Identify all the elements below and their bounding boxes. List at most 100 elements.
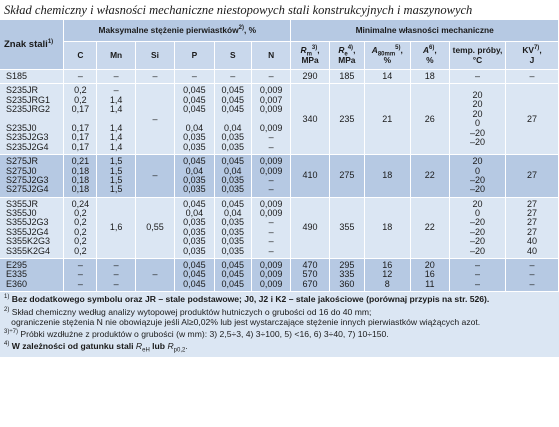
a80-cell-line: 18 — [382, 170, 393, 181]
kv-cell: 27 — [505, 84, 559, 156]
n-cell: 0,009 0,007 0,009 0,009– – — [251, 84, 292, 156]
mn-cell-line: 1,5 — [109, 184, 123, 195]
s-cell-line: 0,045 — [221, 94, 245, 105]
grade-cell-line: S235J0 — [6, 122, 37, 133]
a-cell-line: 11 — [425, 278, 435, 289]
a80-cell: 18 — [364, 197, 411, 260]
p-cell-line: 0,04 — [185, 122, 204, 133]
s-cell-line: 0,04 — [223, 208, 242, 219]
p-cell-line: 0,035 — [183, 184, 206, 195]
grade-cell-line: S355J2G3 — [6, 217, 49, 228]
si-cell: – — [135, 155, 176, 198]
c-cell-line: 0,2 — [74, 208, 87, 219]
c-cell-line: 0,18 — [71, 184, 90, 195]
a-cell: 22 — [410, 197, 450, 260]
kv-cell: – – – — [505, 259, 559, 293]
temp-cell-line: 20 — [472, 156, 483, 167]
n-cell-line: – — [268, 132, 274, 143]
s-cell-line: 0,035 — [221, 236, 245, 247]
p-cell-line: 0,045 — [183, 85, 206, 96]
re-cell-line: 355 — [339, 222, 355, 233]
mn-cell-line: 1,5 — [109, 156, 123, 167]
kv-cell-line: 40 — [526, 236, 537, 247]
s-cell-line: – — [230, 71, 236, 81]
re-cell-line: 295 — [339, 260, 355, 271]
temp-cell: – — [450, 70, 506, 85]
table-row: S275JR S275J0 S275J2G3 S275J2G4 0,21 0,18 0,18… — [0, 155, 559, 198]
grade-cell-line: E295 — [6, 260, 28, 271]
grade-cell-line: S185 — [6, 71, 28, 81]
temp-cell-line: – — [474, 269, 480, 280]
s-cell-line: 0,045 — [221, 85, 245, 96]
table-row: S185 – – – – – – 290 185 14 18 – – — [0, 70, 559, 85]
c-cell-line: 0,21 — [71, 156, 90, 167]
rm-cell: 470 570 670 — [291, 259, 330, 293]
a80-cell-line: 16 — [382, 260, 393, 271]
temp-cell-line: – — [474, 71, 480, 81]
re-cell: 235 — [329, 84, 365, 156]
kv-cell-line: – — [529, 269, 535, 280]
p-cell: 0,045 0,04 0,035 0,035 0,035 0,035 — [175, 197, 215, 260]
col-header-n: N — [251, 42, 292, 70]
col-header-c: C — [64, 42, 98, 70]
rm-cell: 410 — [291, 155, 330, 198]
temp-cell-line: 0 — [474, 165, 480, 176]
col-header-re: Re4), MPa — [329, 42, 365, 70]
s-cell: – — [214, 70, 252, 85]
table-row: E295 E335 E360– – – – – – –0,045 0,045 0,045 0,045 0… — [0, 259, 559, 293]
footnote-2: 2) Skład chemiczny według analizy wytopo… — [4, 306, 481, 327]
grade-cell-line: E360 — [6, 278, 28, 289]
c-cell-line: 0,17 — [71, 122, 90, 133]
s-cell-line: 0,045 — [221, 278, 245, 289]
p-cell-line: 0,035 — [183, 141, 206, 152]
kv-cell-line: – — [529, 278, 535, 289]
grade-cell-line: S275J2G4 — [6, 184, 49, 195]
re-cell-line: 275 — [339, 170, 355, 181]
p-cell-line: 0,045 — [183, 260, 206, 271]
kv-cell: 27 27 27 27 40 40 — [505, 197, 559, 260]
col-group-chemical: Maksymalne stężenie pierwiastków2), % — [64, 20, 292, 42]
temp-cell-line: 0 — [474, 118, 480, 129]
kv-cell-line: 27 — [526, 113, 537, 124]
n-cell-line: 0,009 — [259, 260, 283, 271]
temp-cell-line: –20 — [469, 127, 485, 138]
c-cell-line: 0,18 — [71, 165, 90, 176]
n-cell-line: – — [268, 245, 274, 256]
footnote-3-7: 3)÷7) Próbki wzdłużne z produktów o grub… — [4, 329, 389, 340]
c-cell-line: 0,2 — [74, 217, 87, 228]
n-cell-line: 0,009 — [259, 156, 283, 167]
temp-cell-line: –20 — [469, 184, 485, 195]
mn-cell-line: 1,4 — [109, 104, 123, 115]
col-header-si: Si — [135, 42, 176, 70]
grade-cell-line: S235J2G3 — [6, 132, 49, 143]
n-cell-line: – — [268, 217, 274, 228]
kv-cell-line: 27 — [526, 198, 537, 209]
mn-cell: 1,6 — [97, 197, 136, 260]
grade-cell-line: S355J0 — [6, 208, 37, 219]
s-cell-line: 0,035 — [221, 226, 245, 237]
a80-cell: 18 — [364, 155, 411, 198]
si-cell: – — [135, 259, 176, 293]
mn-cell-line: 1,4 — [109, 94, 123, 105]
kv-cell-line: 27 — [526, 226, 537, 237]
col-group-mechanical: Minimalne własności mechaniczne — [291, 20, 559, 42]
p-cell-line: 0,045 — [183, 269, 206, 280]
re-cell: 275 — [329, 155, 365, 198]
re-cell-line: 185 — [339, 71, 355, 81]
c-cell-line: 0,17 — [71, 132, 90, 143]
p-cell-line: 0,035 — [183, 226, 206, 237]
temp-cell: 20 0 –20 –20 — [450, 155, 506, 198]
grade-cell-line: S235JR — [6, 85, 39, 96]
footnote-4: 4) W zależności od gatunku stali ReH lub… — [4, 341, 188, 355]
grade-cell-line: S275JR — [6, 156, 39, 167]
n-cell: 0,009 0,009 0,009 — [251, 259, 292, 293]
p-cell: 0,045 0,045 0,045 — [175, 259, 215, 293]
re-cell-line: 335 — [339, 269, 355, 280]
grade-cell: S185 — [0, 70, 65, 85]
c-cell-line: – — [77, 260, 83, 271]
c-cell-line: 0,2 — [74, 236, 87, 247]
c-cell-line: 0,2 — [74, 245, 87, 256]
s-cell-line: 0,04 — [223, 165, 242, 176]
s-cell-line: 0,045 — [221, 198, 245, 209]
n-cell-line: – — [268, 184, 274, 195]
